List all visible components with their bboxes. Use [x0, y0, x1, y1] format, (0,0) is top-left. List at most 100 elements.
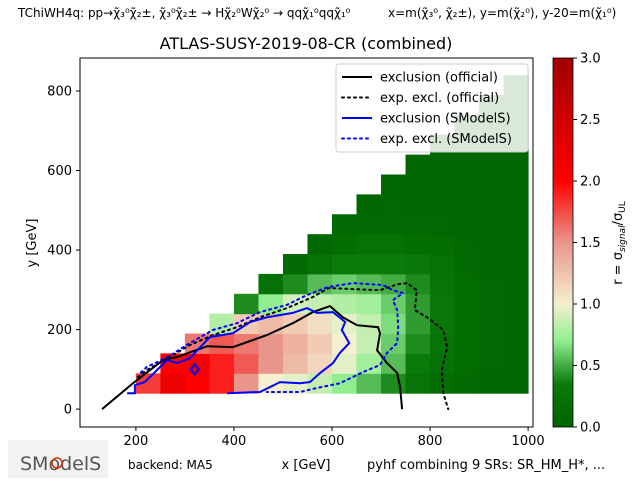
heatmap-cell	[356, 293, 382, 315]
heatmap-cell	[356, 353, 382, 374]
chart-title: ATLAS-SUSY-2019-08-CR (combined)	[160, 34, 453, 53]
heatmap-cell	[405, 234, 431, 255]
heatmap-cell	[258, 293, 284, 315]
heatmap-cell	[405, 174, 431, 195]
heatmap-cell	[356, 194, 382, 215]
logo-text: SModelS	[20, 453, 101, 475]
x-tick-label: 1000	[512, 434, 545, 449]
heatmap-cell	[405, 194, 431, 215]
heatmap-cell	[381, 353, 407, 374]
heatmap-cell	[331, 234, 358, 255]
x-tick-label: 400	[222, 434, 247, 449]
heatmap-cell	[381, 273, 407, 295]
x-tick-label: 600	[320, 434, 345, 449]
heatmap-cell	[479, 174, 505, 195]
heatmap-cell	[160, 373, 186, 394]
heatmap-cell	[503, 373, 529, 394]
heatmap-cell	[430, 313, 456, 335]
heatmap-cell	[430, 273, 456, 295]
heatmap-cell	[381, 174, 407, 195]
heatmap-cell	[258, 333, 284, 354]
heatmap-cell	[356, 234, 382, 255]
legend-box	[335, 63, 529, 153]
colorbar-tick-label: 2.5	[580, 113, 601, 128]
y-tick-label: 600	[47, 164, 72, 179]
heatmap-cell	[503, 214, 529, 235]
heatmap-cell	[233, 373, 259, 394]
colorbar-tick-label: 0.0	[580, 421, 601, 436]
heatmap-cell	[454, 234, 480, 255]
heatmap-cell	[479, 313, 505, 335]
heatmap-cell	[381, 373, 407, 394]
heatmap-cell	[356, 313, 382, 335]
heatmap-cell	[307, 273, 333, 295]
heatmap-cell	[430, 194, 456, 215]
colorbar-tick-label: 0.5	[580, 359, 601, 374]
heatmap-cell	[479, 214, 505, 235]
heatmap-cell	[233, 333, 259, 354]
heatmap-cell	[258, 353, 284, 374]
heatmap-cell	[454, 353, 480, 374]
heatmap-cell	[331, 214, 358, 235]
heatmap-cell	[479, 293, 505, 315]
heatmap-cell	[405, 293, 431, 315]
plot-frame	[79, 57, 534, 428]
legend-label: exclusion (SModelS)	[380, 112, 511, 127]
heatmap-cell	[503, 353, 529, 374]
heatmap-cell	[381, 333, 407, 354]
heatmap-cell	[405, 214, 431, 235]
heatmap-cell	[430, 154, 456, 176]
heatmap-cell	[503, 194, 529, 215]
heatmap-cell	[307, 313, 333, 335]
heatmap-cell	[184, 373, 210, 394]
heatmap-cell	[430, 333, 456, 354]
heatmap-cell	[430, 373, 456, 394]
heatmap-cell	[381, 194, 407, 215]
heatmap-cell	[209, 313, 235, 335]
colorbar	[552, 57, 574, 428]
colorbar-tick-label: 3.0	[580, 52, 601, 67]
heatmap-cell	[454, 154, 480, 176]
heatmap-cell	[331, 333, 358, 354]
colorbar-tick-label: 1.5	[580, 236, 601, 251]
axes-definition: x=m(χ̃₃⁰, χ̃₂±), y=m(χ̃₂⁰), y-20=m(χ̃₁⁰)	[388, 6, 616, 20]
heatmap-cell	[454, 293, 480, 315]
y-tick-label: 200	[47, 323, 72, 338]
heatmap-cell	[405, 373, 431, 394]
heatmap-cell	[381, 254, 407, 275]
heatmap-cell	[479, 373, 505, 394]
y-axis-label: y [GeV]	[25, 219, 40, 268]
heatmap-cell	[503, 174, 529, 195]
contour-exp-excl-smodels	[139, 282, 406, 393]
diamond-marker	[189, 362, 201, 376]
heatmap-cell	[430, 254, 456, 275]
contour-exclusion-smodels	[127, 307, 351, 395]
y-tick-label: 400	[47, 244, 72, 259]
heatmap-cell	[503, 313, 529, 335]
heatmap-cell	[454, 273, 480, 295]
heatmap-cell	[430, 174, 456, 195]
heatmap-cell	[503, 273, 529, 295]
x-axis-label: x [GeV]	[282, 458, 331, 473]
heatmap-cell	[307, 373, 333, 394]
colorbar-label: r = σsignal/σUL	[611, 201, 628, 285]
heatmap-cell	[503, 293, 529, 315]
heatmap-cell	[307, 353, 333, 374]
heatmap-cell	[381, 234, 407, 255]
heatmap-cell	[405, 154, 431, 176]
heatmap-cell	[503, 234, 529, 255]
heatmap-cell	[479, 234, 505, 255]
colorbar-tick-label: 1.0	[580, 298, 601, 313]
heatmap-cell	[282, 273, 308, 295]
x-tick-label: 800	[418, 434, 443, 449]
heatmap-cell	[233, 353, 259, 374]
heatmap-cell	[209, 333, 235, 354]
heatmap-cell	[479, 254, 505, 275]
heatmap-cell	[381, 214, 407, 235]
x-tick-label: 200	[123, 434, 148, 449]
heatmap-cell	[282, 254, 308, 275]
heatmap-cell	[405, 273, 431, 295]
heatmap-cell	[356, 333, 382, 354]
y-tick-label: 0	[64, 403, 72, 418]
